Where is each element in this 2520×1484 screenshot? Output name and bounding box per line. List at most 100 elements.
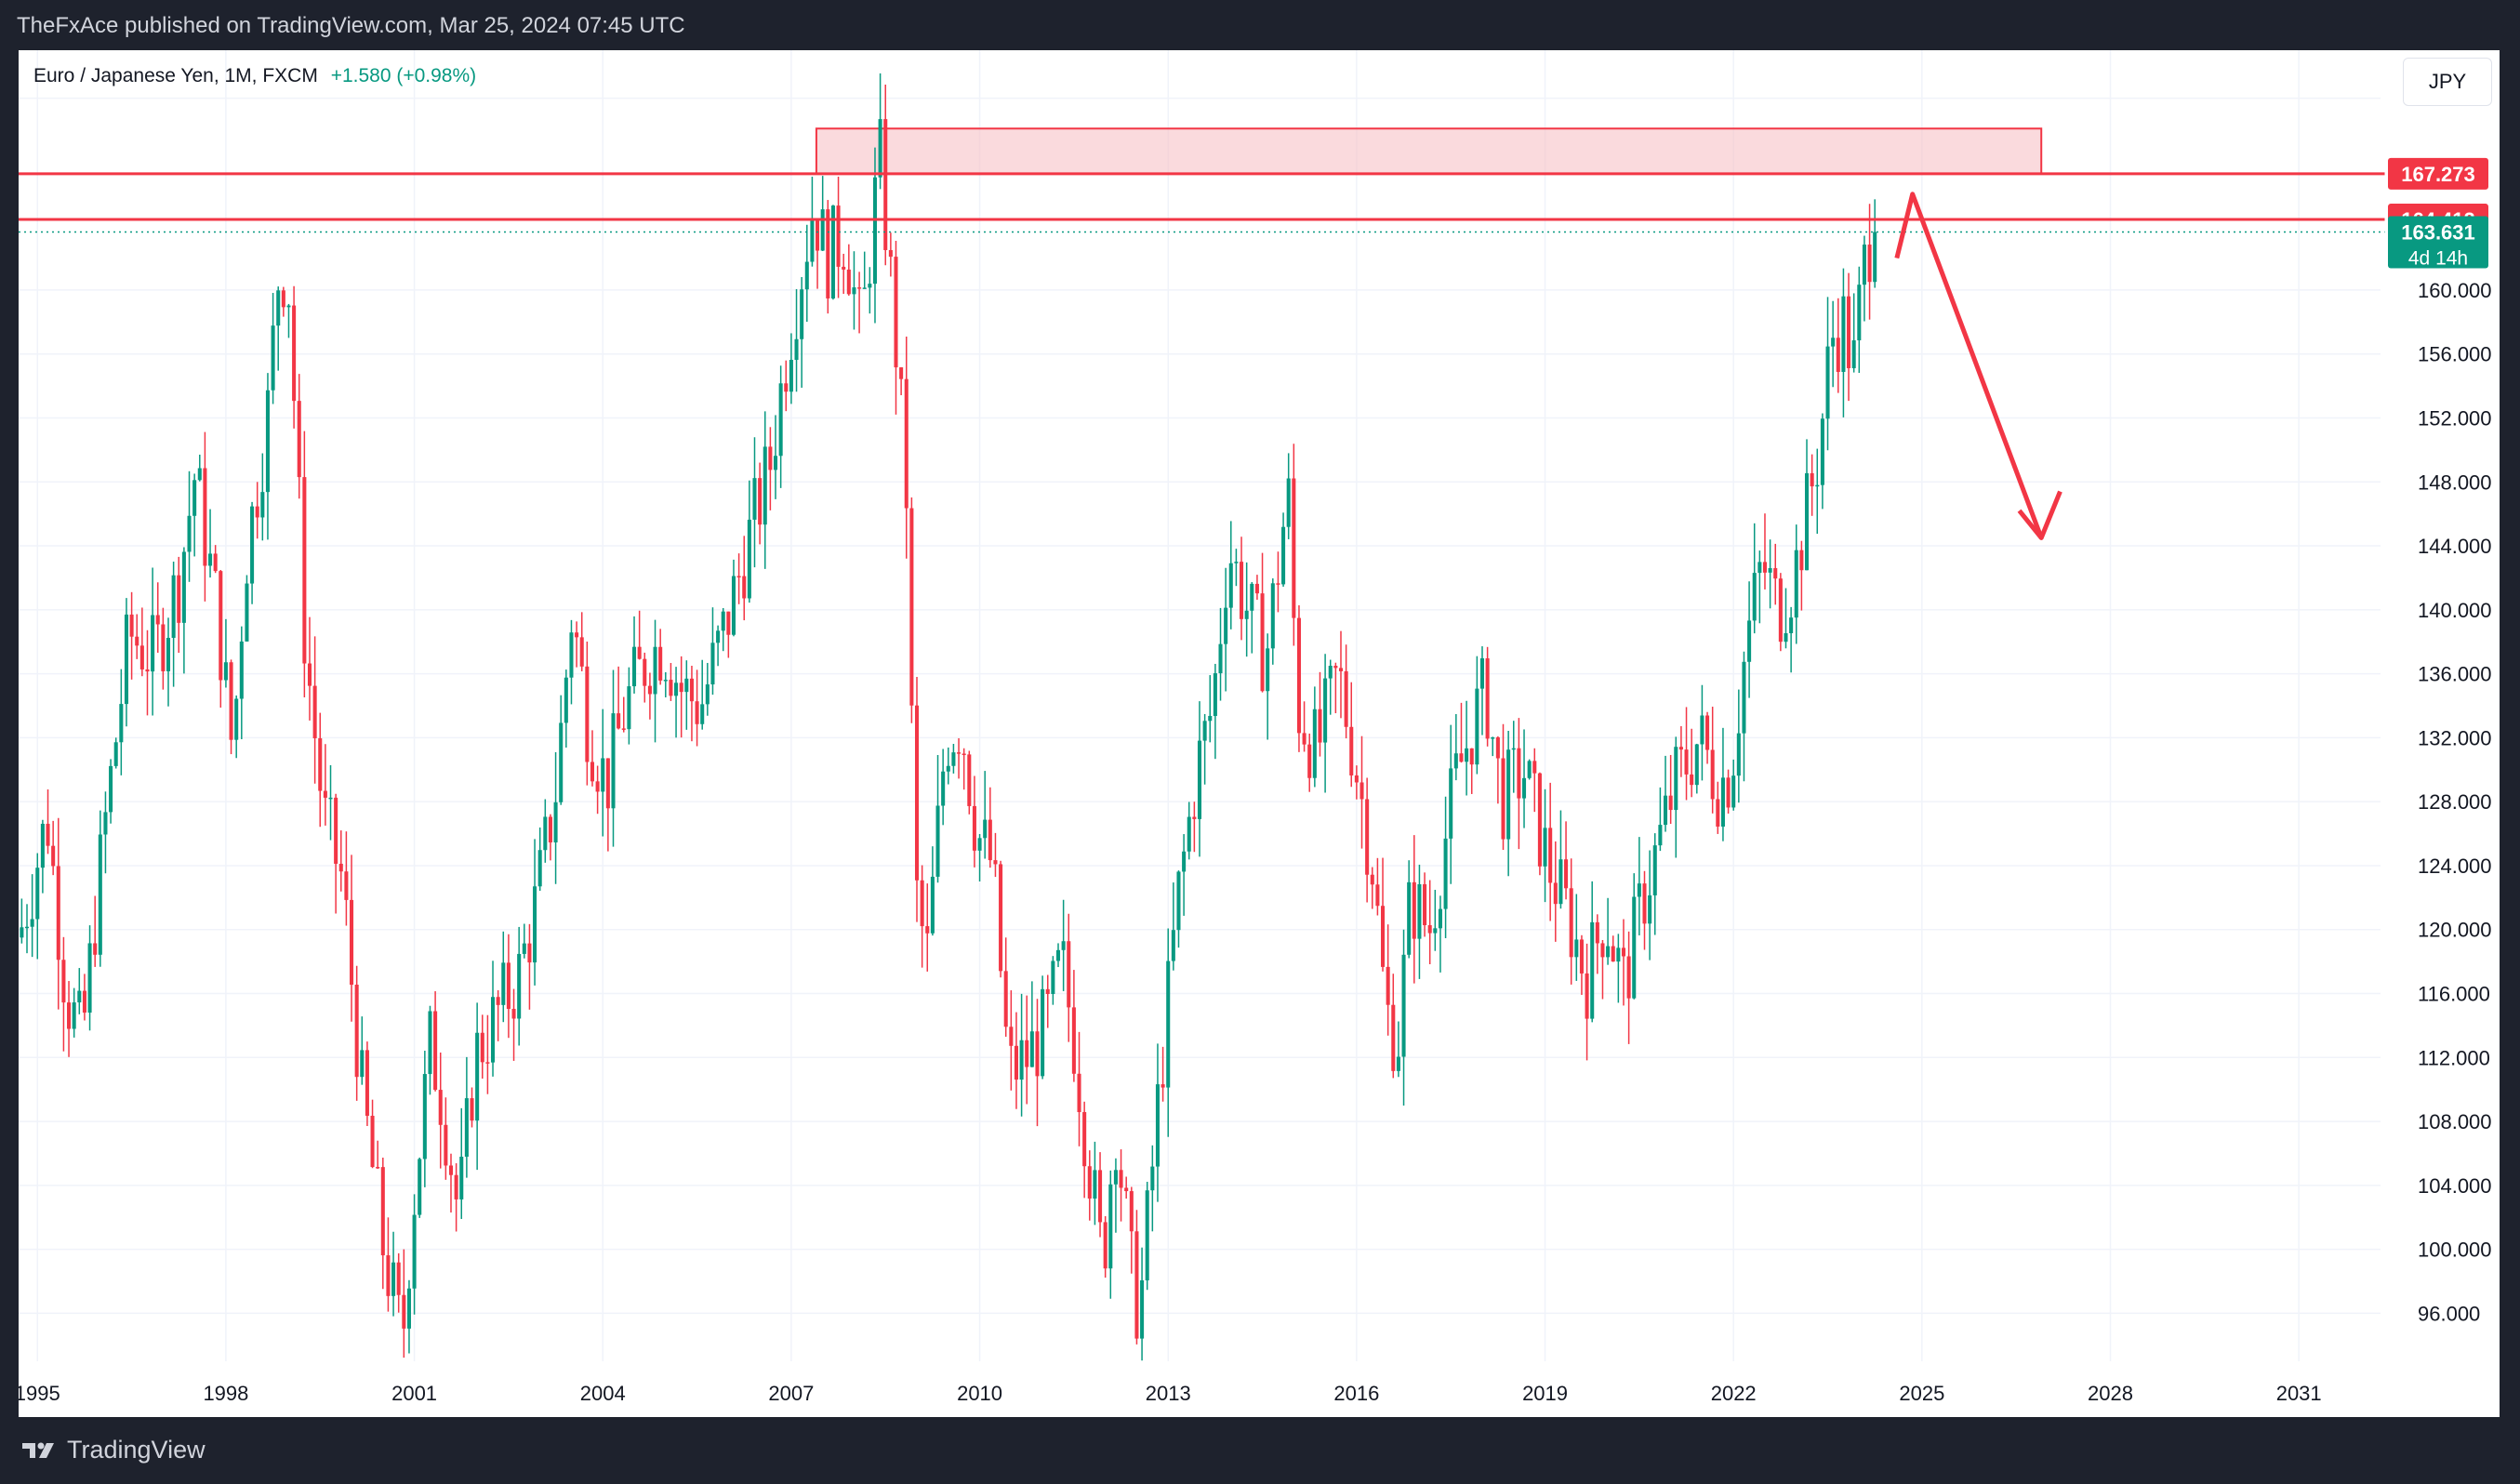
resistance-zone[interactable] bbox=[815, 127, 2043, 175]
candle-body bbox=[1401, 954, 1406, 1057]
candle-body bbox=[1140, 1279, 1145, 1339]
candle-body bbox=[1768, 568, 1772, 573]
candle-body bbox=[380, 1167, 385, 1256]
candle-body bbox=[1354, 775, 1359, 783]
candle-body bbox=[151, 615, 155, 672]
candle-body bbox=[758, 478, 763, 525]
projection-arrow[interactable] bbox=[1894, 192, 2044, 539]
candle-body bbox=[1690, 774, 1694, 786]
candle-body bbox=[1626, 956, 1631, 999]
candle-body bbox=[470, 1098, 474, 1121]
candle-body bbox=[846, 269, 851, 295]
candle-body bbox=[993, 860, 998, 865]
price-chart[interactable]: 172.000160.000156.000152.000148.000144.0… bbox=[19, 50, 2500, 1417]
candle-body bbox=[810, 219, 815, 262]
candle-body bbox=[1045, 988, 1050, 994]
price-tag-current-bg bbox=[2388, 216, 2488, 269]
candle-body bbox=[804, 261, 809, 290]
candle-body bbox=[166, 637, 171, 671]
candle-body bbox=[904, 378, 909, 509]
x-tick-label: 2004 bbox=[580, 1382, 626, 1405]
published-text: TheFxAce published on TradingView.com, M… bbox=[17, 13, 685, 38]
candle-body bbox=[1700, 715, 1704, 745]
price-tag-current: 163.631 bbox=[2401, 220, 2475, 244]
candle-body bbox=[24, 926, 30, 929]
candle-body bbox=[972, 805, 976, 851]
candle-body bbox=[951, 752, 956, 766]
y-tick-label: 108.000 bbox=[2418, 1110, 2492, 1133]
candle-body bbox=[1825, 346, 1830, 419]
currency-selector-button[interactable]: JPY bbox=[2403, 58, 2492, 106]
candle-body bbox=[1025, 1040, 1029, 1067]
y-tick-label: 112.000 bbox=[2418, 1046, 2490, 1069]
candle-body bbox=[543, 816, 548, 851]
candle-body bbox=[894, 257, 898, 368]
candle-body bbox=[977, 838, 982, 851]
candle-body bbox=[601, 758, 605, 792]
candle-body bbox=[946, 765, 950, 772]
candle-body bbox=[1129, 1191, 1134, 1232]
candle-body bbox=[1648, 894, 1652, 924]
candle-body bbox=[40, 823, 45, 868]
candle-body bbox=[72, 1002, 76, 1029]
candle-body bbox=[1187, 816, 1191, 852]
candle-body bbox=[736, 576, 741, 578]
candle-body bbox=[1192, 816, 1197, 819]
candle-body bbox=[265, 390, 270, 493]
candle-body bbox=[647, 685, 652, 695]
candle-body bbox=[1495, 737, 1500, 759]
candle-body bbox=[1103, 1222, 1107, 1269]
chart-frame[interactable]: 172.000160.000156.000152.000148.000144.0… bbox=[19, 50, 2500, 1417]
candle-body bbox=[1873, 232, 1877, 283]
candle-body bbox=[1663, 795, 1668, 826]
price-tag-line-bg bbox=[2388, 157, 2488, 190]
footer-bar: TradingView bbox=[0, 1417, 2520, 1484]
candle-body bbox=[925, 926, 930, 934]
tradingview-logo[interactable]: TradingView bbox=[20, 1436, 206, 1464]
x-tick-label: 2025 bbox=[1899, 1382, 1944, 1405]
candle-body bbox=[658, 646, 663, 681]
candle-body bbox=[1359, 782, 1364, 800]
candle-body bbox=[386, 1255, 391, 1296]
candle-body bbox=[1867, 245, 1872, 283]
y-tick-label: 156.000 bbox=[2418, 343, 2492, 366]
price-tag-line: 167.273 bbox=[2401, 163, 2475, 186]
candle-body bbox=[187, 515, 192, 552]
candle-body bbox=[1778, 578, 1783, 643]
y-tick-label: 96.000 bbox=[2418, 1302, 2480, 1325]
candle-body bbox=[1113, 1170, 1118, 1185]
candle-body bbox=[51, 845, 56, 867]
candle-body bbox=[1585, 973, 1589, 1019]
candle-body bbox=[87, 943, 92, 1014]
y-tick-label: 152.000 bbox=[2418, 406, 2492, 430]
candle-body bbox=[98, 834, 102, 955]
candle-body bbox=[1789, 617, 1794, 634]
candle-body bbox=[1338, 668, 1344, 671]
candle-body bbox=[1281, 526, 1286, 585]
candle-body bbox=[1449, 768, 1453, 839]
candle-body bbox=[1674, 747, 1678, 811]
candle-body bbox=[967, 754, 972, 806]
candle-body bbox=[1014, 1045, 1018, 1080]
x-tick-label: 2001 bbox=[391, 1382, 437, 1405]
candle-body bbox=[1145, 1190, 1149, 1280]
candle-body bbox=[816, 219, 820, 251]
candle-body bbox=[674, 682, 679, 696]
candle-body bbox=[239, 641, 244, 699]
candle-body bbox=[1532, 761, 1537, 774]
candle-body bbox=[1228, 563, 1233, 608]
candle-body bbox=[1171, 930, 1175, 961]
candle-body bbox=[1417, 883, 1422, 939]
candle-body bbox=[1082, 1112, 1087, 1167]
candle-body bbox=[292, 305, 297, 402]
candle-body bbox=[1491, 737, 1495, 739]
candle-body bbox=[1029, 1031, 1034, 1067]
candle-body bbox=[747, 519, 751, 599]
candle-body bbox=[1485, 658, 1490, 739]
candle-body bbox=[318, 737, 323, 791]
candle-body bbox=[1678, 747, 1683, 750]
candle-body bbox=[611, 713, 616, 809]
candle-body bbox=[145, 669, 150, 672]
candle-body bbox=[1375, 884, 1380, 907]
candle-body bbox=[501, 962, 506, 1005]
